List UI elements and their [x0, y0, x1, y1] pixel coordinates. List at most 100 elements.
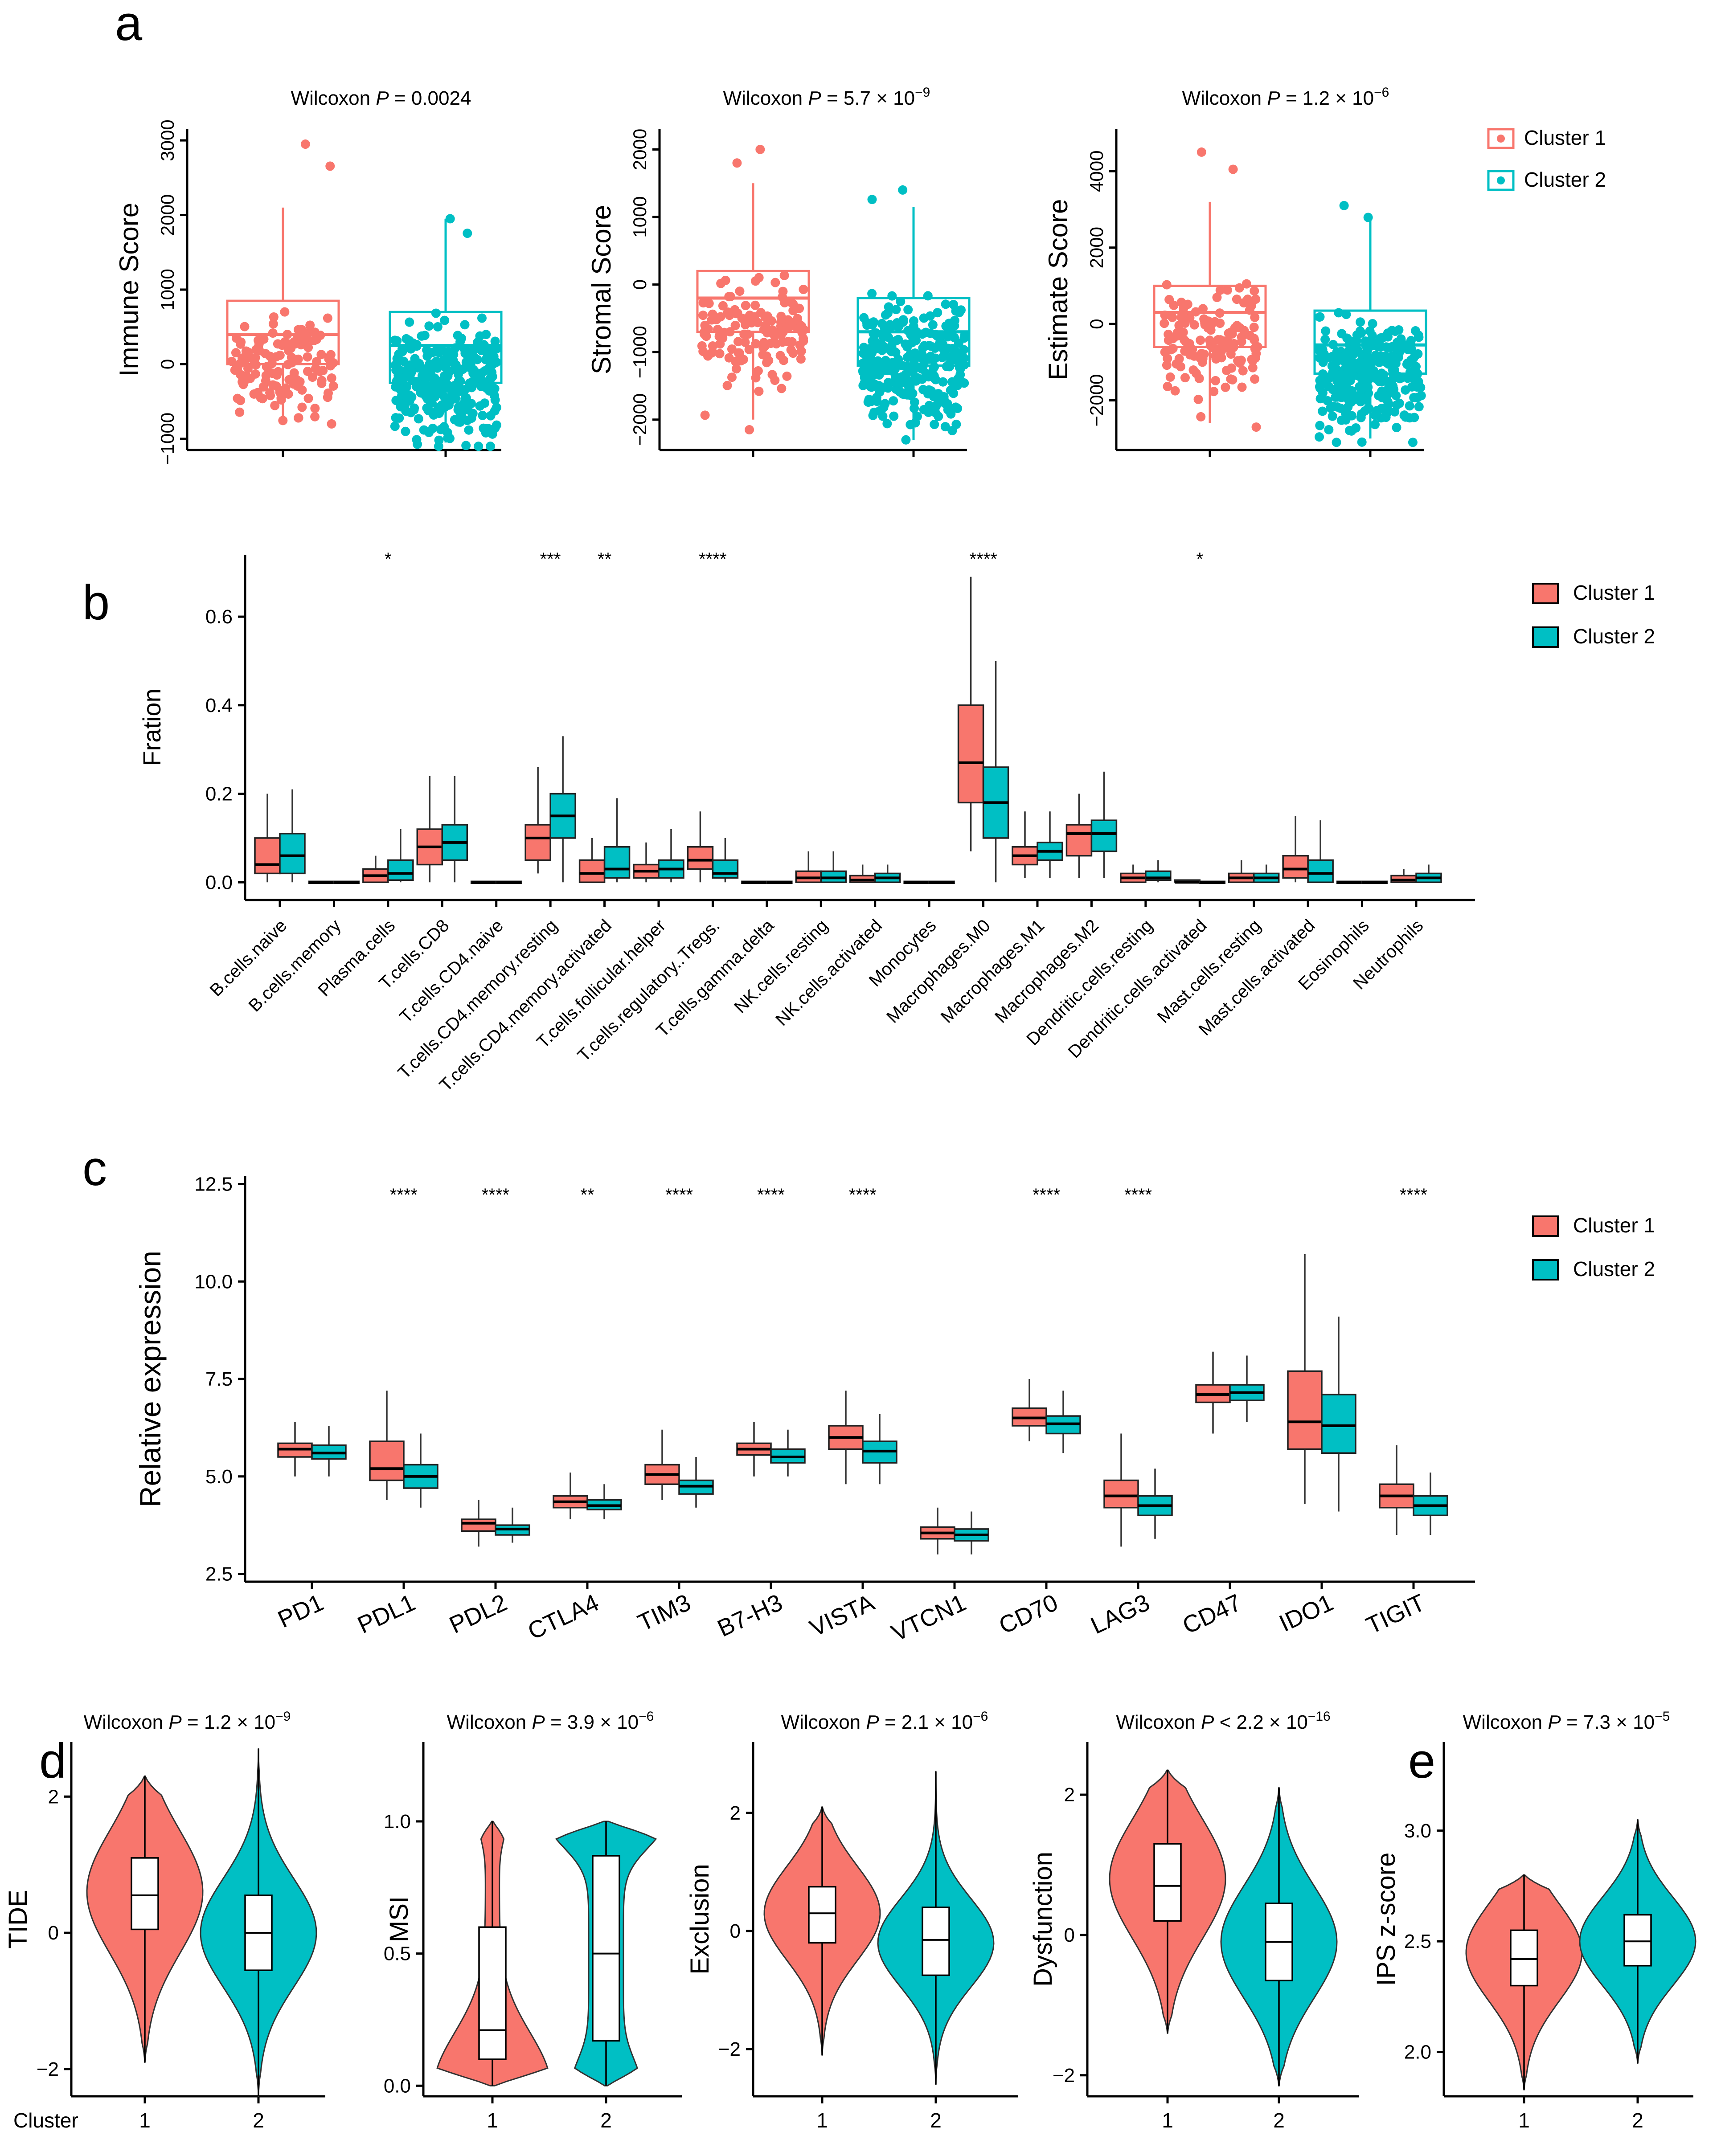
- point-a2-0: [718, 301, 728, 311]
- point-a2-0: [767, 370, 777, 380]
- box-b-8-1: [712, 859, 739, 879]
- point-a3-0: [1184, 339, 1194, 348]
- point-a2-1: [925, 311, 935, 321]
- point-a3-1: [1408, 366, 1418, 376]
- point-a2-0: [725, 327, 735, 337]
- y-axis-label-c: Relative expression: [134, 1251, 167, 1507]
- point-a3-1: [1364, 404, 1374, 413]
- point-a2-1: [884, 332, 893, 342]
- point-a3-1: [1332, 438, 1341, 447]
- legend-a-label-1: Cluster 1: [1524, 126, 1606, 149]
- point-a1-1: [418, 364, 427, 373]
- y-tick-label-a2-2: 0: [629, 279, 650, 290]
- point-a2-0: [715, 349, 725, 359]
- point-a3-0: [1209, 344, 1219, 353]
- point-a2-1: [941, 321, 951, 331]
- x-tick-label-c-0: PD1: [274, 1589, 328, 1633]
- point-a3-1: [1318, 406, 1328, 416]
- point-a3-1: [1391, 340, 1401, 350]
- legend-c-swatch-2: [1532, 1259, 1559, 1281]
- point-a2-1: [872, 343, 881, 352]
- point-a1-1: [458, 364, 468, 374]
- point-a1-1: [459, 344, 469, 354]
- x-tick-label-b-13: Macrophages.M0: [883, 916, 994, 1027]
- y-tick-label-d4-2: 2: [1064, 1784, 1075, 1806]
- point-a1-1: [406, 364, 416, 374]
- violin-box-d1-0: [131, 1857, 159, 1931]
- point-a2-1: [897, 372, 907, 382]
- point-a2-0: [771, 339, 781, 349]
- point-a2-1: [882, 419, 892, 429]
- point-a1-1: [410, 403, 419, 413]
- y-axis-label-e: IPS z-score: [1372, 1853, 1401, 1986]
- point-a1-1: [492, 344, 501, 354]
- point-a2-1: [867, 289, 877, 299]
- box-b-8-0: [687, 846, 714, 870]
- point-a3-1: [1377, 393, 1387, 403]
- point-a1-1: [466, 364, 476, 373]
- point-a3-0: [1215, 308, 1225, 318]
- point-a2-1: [878, 411, 888, 421]
- point-a3-1: [1385, 376, 1394, 386]
- y-tick-label-d3-1: 0: [730, 1920, 741, 1942]
- point-a1-1: [467, 377, 477, 387]
- box-b-6-1: [603, 846, 631, 879]
- point-a2-1: [913, 373, 922, 383]
- point-a1-1: [417, 331, 426, 341]
- point-a3-1: [1376, 333, 1385, 343]
- point-a1-1: [392, 363, 402, 372]
- significance-c-6: ****: [849, 1185, 877, 1205]
- y-axis-label-d3: Exclusion: [685, 1864, 714, 1974]
- point-a2-0: [745, 311, 754, 320]
- point-a1-1: [419, 425, 429, 435]
- point-a3-0: [1210, 351, 1220, 361]
- point-a1-0: [254, 335, 263, 345]
- y-tick-label-e-1: 2.5: [1404, 1931, 1431, 1952]
- point-a1-1: [492, 357, 501, 367]
- significance-c-12: ****: [1400, 1185, 1427, 1205]
- point-a3-1: [1388, 365, 1397, 375]
- point-a1-0: [269, 312, 279, 322]
- point-a3-1: [1344, 397, 1354, 406]
- point-a1-1: [440, 402, 450, 412]
- x-tick-label-c-11: IDO1: [1275, 1589, 1337, 1637]
- y-tick-label-d2-0: 0.0: [384, 2075, 411, 2097]
- point-a2-1: [930, 353, 940, 363]
- point-a2-0: [741, 301, 750, 311]
- legend-a-dot-2: [1497, 176, 1505, 184]
- y-axis-label-d1: TIDE: [4, 1890, 33, 1948]
- y-tick-label-c-3: 10.0: [194, 1271, 233, 1293]
- box-b-6-0: [578, 859, 606, 884]
- x-tick-label-c-8: CD70: [995, 1589, 1062, 1639]
- point-a2-1: [951, 402, 961, 412]
- point-a3-1: [1410, 375, 1420, 385]
- chart-title-d4: Wilcoxon P < 2.2 × 10−16: [1116, 1709, 1330, 1733]
- point-a3-1: [1400, 340, 1410, 350]
- legend-c-label-1: Cluster 1: [1573, 1214, 1655, 1237]
- y-tick-label-a3-3: 4000: [1086, 151, 1107, 192]
- point-a2-0: [735, 286, 745, 296]
- point-a2-1: [949, 389, 959, 398]
- point-a2-1: [887, 291, 897, 301]
- point-a3-1: [1315, 312, 1324, 322]
- chart-title-e: Wilcoxon P = 7.3 × 10−5: [1463, 1709, 1670, 1733]
- point-a3-0: [1194, 373, 1204, 383]
- point-a2-1: [882, 324, 892, 334]
- point-a1-0: [275, 350, 285, 360]
- point-a2-0: [731, 364, 741, 374]
- violin-box-e-1: [1623, 1914, 1652, 1967]
- point-a3-1: [1341, 310, 1351, 319]
- point-a3-0: [1229, 343, 1238, 352]
- point-a3-1: [1391, 353, 1401, 363]
- point-a2-0: [730, 320, 740, 330]
- point-a2-1: [924, 407, 934, 417]
- point-a2-0: [751, 373, 761, 383]
- point-a2-0: [755, 144, 765, 154]
- violin-box-e-0: [1510, 1929, 1538, 1987]
- point-a2-1: [891, 335, 901, 345]
- point-a1-1: [412, 435, 422, 445]
- point-a3-0: [1242, 279, 1251, 289]
- y-tick-label-d1-1: 0: [48, 1922, 59, 1944]
- point-a1-1: [439, 371, 449, 381]
- x-tick-label-b-4: T.cells.CD4.naive: [396, 916, 507, 1027]
